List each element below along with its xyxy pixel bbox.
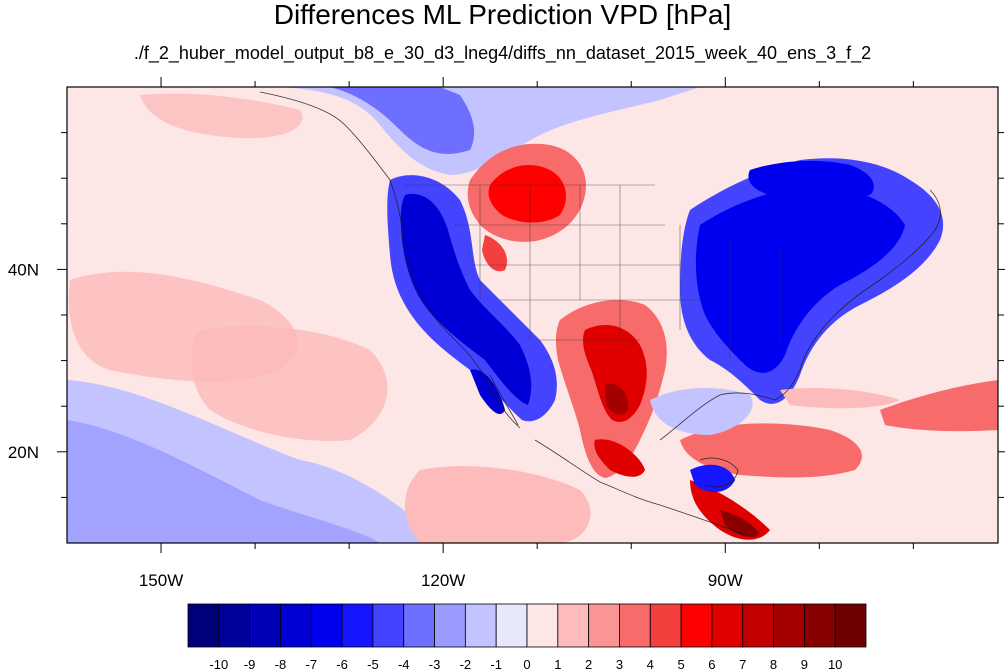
texas-positive-peak [605,384,629,415]
colorbar-label: -1 [490,657,502,672]
colorbar-label: -4 [398,657,410,672]
colorbar-swatch [649,603,682,648]
colorbar-swatch [403,603,435,648]
pacific-positive-patch-3 [140,93,303,139]
colorbar-swatch [372,603,405,648]
colorbar-swatch [464,603,497,648]
lat-tick-label: 20N [8,443,39,462]
colorbar-label: 4 [647,657,654,672]
colorbar-swatch [742,603,774,648]
state-borders [405,184,781,360]
colorbar-swatch [218,603,251,648]
colorbar-swatch [834,603,867,648]
colorbar-label: 2 [585,657,592,672]
colorbar-swatch [773,603,805,648]
colorbar-swatch [280,603,312,648]
figure-title: Differences ML Prediction VPD [hPa] [273,0,732,30]
eastern-us-negative-core [695,185,905,373]
colorbar-label: 7 [739,657,746,672]
colorbar: -10 -9 -8 -7 -6 -5 -4 -3 -2 -1 0 1 2 3 4 5 6 7 8 9 10 [187,603,867,672]
colorbar-label: 0 [523,657,530,672]
figure-subtitle: ./f_2_huber_model_output_b8_e_30_d3_lneg… [133,43,872,63]
colorbar-swatch [619,603,651,648]
pacific-positive-patch-2 [191,326,388,441]
atlantic-positive-light [780,388,900,409]
colorbar-label: 5 [677,657,684,672]
colorbar-label: -2 [460,657,472,672]
lon-tick-label: 150W [139,571,183,590]
colorbar-swatch [588,603,620,648]
colorbar-swatch [495,603,528,648]
pacific-negative-deeper [67,420,380,543]
colorbar-label: 6 [708,657,715,672]
quebec-negative [748,160,874,199]
colorbar-swatch [249,603,281,648]
colorbar-swatch [680,603,713,648]
colorbar-label: -7 [305,657,317,672]
lon-tick-label: 90W [708,571,743,590]
lon-tick-label: 120W [421,571,465,590]
colorbar-swatch [711,603,744,648]
colorbar-label: 1 [554,657,561,672]
texas-positive-core [582,325,647,422]
colorbar-label: 3 [616,657,623,672]
yucatan-negative [690,464,735,492]
colorbar-swatch [310,603,343,648]
colorbar-label: -6 [336,657,348,672]
mexico-pacific-positive [405,466,591,543]
colorbar-swatch [803,603,836,648]
colorbar-swatch [187,603,220,648]
colorbar-label: -9 [244,657,256,672]
colorbar-label: 8 [770,657,777,672]
central-america-positive-peak [720,510,760,537]
idaho-positive [482,235,508,272]
colorbar-label: 10 [828,657,842,672]
colorbar-label: -3 [429,657,441,672]
longitude-axis: 150W 120W 90W [139,77,914,590]
field-layer [67,87,998,543]
montana-positive-core [488,165,566,223]
latitude-axis: 20N 40N [8,132,1005,498]
lat-tick-label: 40N [8,260,39,279]
caribbean-positive [680,423,862,478]
colorbar-swatch [557,603,590,648]
coastlines [259,91,941,536]
colorbar-label: 9 [801,657,808,672]
colorbar-swatch [434,603,466,648]
mexico-positive [594,439,645,477]
colorbar-label: -5 [367,657,379,672]
north-canada-negative-core [330,87,475,154]
atlantic-positive [880,380,998,432]
gulf-negative [650,388,753,435]
colorbar-swatch [341,603,374,648]
colorbar-label: -10 [209,657,228,672]
baja-negative [470,369,505,415]
colorbar-swatch [526,603,559,648]
west-coast-negative-core [400,194,532,405]
colorbar-label: -8 [275,657,287,672]
